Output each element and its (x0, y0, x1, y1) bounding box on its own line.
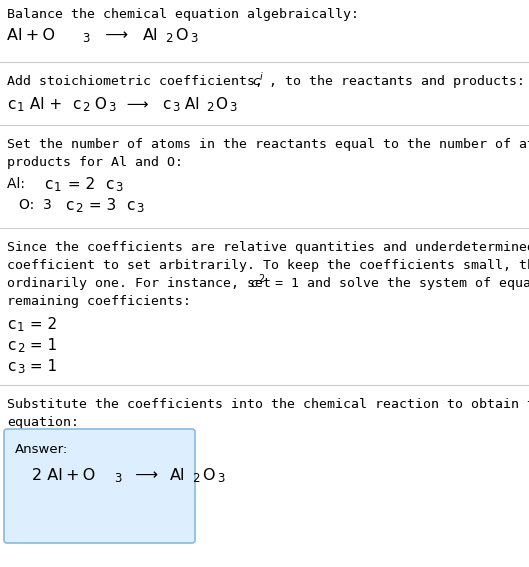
Text: Al +: Al + (25, 97, 67, 112)
Text: Al: Al (143, 28, 159, 43)
Text: 2: 2 (75, 202, 83, 215)
Text: = 2: = 2 (25, 317, 57, 332)
Text: O:  3: O: 3 (19, 198, 54, 212)
Text: 3: 3 (190, 32, 197, 45)
Text: = 2: = 2 (63, 177, 98, 192)
Text: coefficient to set arbitrarily. To keep the coefficients small, the arbitrary va: coefficient to set arbitrarily. To keep … (7, 259, 529, 272)
Text: 3: 3 (136, 202, 143, 215)
Text: ⟶: ⟶ (95, 28, 139, 43)
Text: c: c (44, 177, 52, 192)
Text: O: O (202, 468, 214, 483)
Text: products for Al and O:: products for Al and O: (7, 156, 183, 169)
Text: c: c (7, 97, 15, 112)
Text: 3: 3 (217, 472, 224, 485)
Text: 3: 3 (115, 181, 122, 194)
Text: 2: 2 (165, 32, 172, 45)
Text: 2: 2 (258, 274, 264, 284)
Text: i: i (260, 72, 263, 82)
Text: Al + O: Al + O (7, 28, 55, 43)
Text: Substitute the coefficients into the chemical reaction to obtain the balanced: Substitute the coefficients into the che… (7, 398, 529, 411)
Text: Al:: Al: (7, 177, 34, 191)
Text: Al: Al (180, 97, 199, 112)
Text: c: c (7, 359, 15, 374)
Text: = 1: = 1 (25, 338, 57, 353)
Text: c: c (65, 198, 74, 213)
Text: 2 Al + O: 2 Al + O (32, 468, 95, 483)
FancyBboxPatch shape (4, 429, 195, 543)
Text: 1: 1 (17, 321, 24, 334)
Text: Answer:: Answer: (15, 443, 68, 456)
Text: 3: 3 (172, 101, 179, 114)
Text: O: O (175, 28, 187, 43)
Text: c: c (162, 97, 170, 112)
Text: 1: 1 (54, 181, 61, 194)
Text: Balance the chemical equation algebraically:: Balance the chemical equation algebraica… (7, 8, 359, 21)
Text: ⟶: ⟶ (117, 97, 158, 112)
Text: = 1 and solve the system of equations for the: = 1 and solve the system of equations fo… (267, 277, 529, 290)
Text: c: c (105, 177, 114, 192)
Text: c: c (7, 317, 15, 332)
Text: O: O (215, 97, 227, 112)
Text: 3: 3 (82, 32, 89, 45)
Text: 2: 2 (82, 101, 89, 114)
Text: Al: Al (170, 468, 186, 483)
Text: equation:: equation: (7, 416, 79, 429)
Text: c: c (126, 198, 134, 213)
Text: Since the coefficients are relative quantities and underdetermined, choose a: Since the coefficients are relative quan… (7, 241, 529, 254)
Text: Set the number of atoms in the reactants equal to the number of atoms in the: Set the number of atoms in the reactants… (7, 138, 529, 151)
Text: Add stoichiometric coefficients,: Add stoichiometric coefficients, (7, 75, 271, 88)
Text: 3: 3 (114, 472, 121, 485)
Text: 3: 3 (229, 101, 236, 114)
Text: 2: 2 (192, 472, 199, 485)
Text: remaining coefficients:: remaining coefficients: (7, 295, 191, 308)
Text: 2: 2 (17, 342, 24, 355)
Text: = 1: = 1 (25, 359, 57, 374)
Text: c: c (252, 75, 259, 88)
Text: O: O (90, 97, 107, 112)
Text: 1: 1 (17, 101, 24, 114)
Text: 3: 3 (17, 363, 24, 376)
Text: ordinarily one. For instance, set: ordinarily one. For instance, set (7, 277, 279, 290)
Text: 2: 2 (206, 101, 214, 114)
Text: c: c (72, 97, 80, 112)
Text: 3: 3 (108, 101, 115, 114)
Text: = 3: = 3 (84, 198, 119, 213)
Text: c: c (250, 277, 257, 290)
Text: c: c (7, 338, 15, 353)
Text: ⟶: ⟶ (125, 468, 169, 483)
Text: , to the reactants and products:: , to the reactants and products: (269, 75, 525, 88)
